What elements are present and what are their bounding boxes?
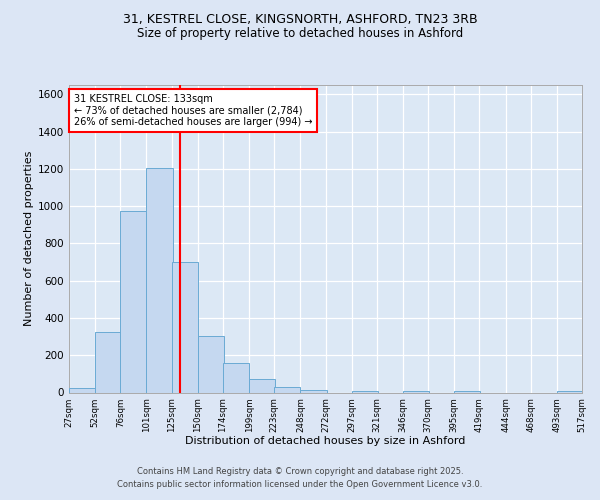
Text: 31, KESTREL CLOSE, KINGSNORTH, ASHFORD, TN23 3RB: 31, KESTREL CLOSE, KINGSNORTH, ASHFORD, …	[122, 12, 478, 26]
Bar	[274, 387, 301, 392]
Bar	[352, 390, 378, 392]
Bar	[120, 211, 146, 392]
Bar	[69, 388, 95, 392]
Bar	[249, 380, 275, 392]
Bar	[403, 390, 429, 392]
Bar	[172, 262, 198, 392]
Bar	[454, 390, 481, 392]
Bar	[198, 336, 224, 392]
Text: 31 KESTREL CLOSE: 133sqm
← 73% of detached houses are smaller (2,784)
26% of sem: 31 KESTREL CLOSE: 133sqm ← 73% of detach…	[74, 94, 313, 128]
X-axis label: Distribution of detached houses by size in Ashford: Distribution of detached houses by size …	[185, 436, 466, 446]
Y-axis label: Number of detached properties: Number of detached properties	[24, 151, 34, 326]
Bar	[146, 168, 173, 392]
Bar	[223, 362, 249, 392]
Bar	[95, 332, 121, 392]
Text: Size of property relative to detached houses in Ashford: Size of property relative to detached ho…	[137, 28, 463, 40]
Bar	[557, 390, 583, 392]
Text: Contains HM Land Registry data © Crown copyright and database right 2025.: Contains HM Land Registry data © Crown c…	[137, 467, 463, 476]
Bar	[301, 390, 326, 392]
Text: Contains public sector information licensed under the Open Government Licence v3: Contains public sector information licen…	[118, 480, 482, 489]
